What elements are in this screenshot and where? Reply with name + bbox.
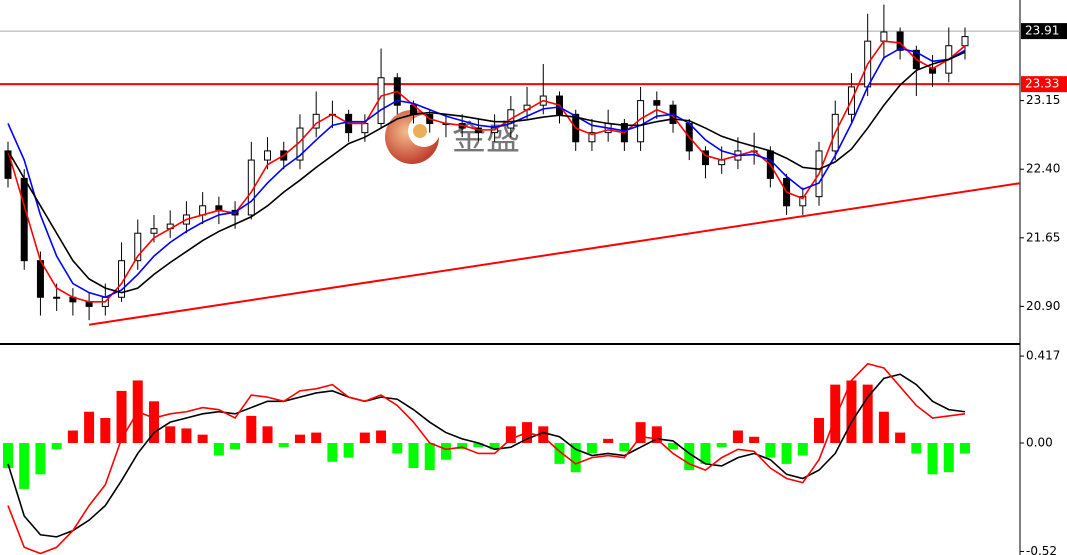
candle-body bbox=[53, 296, 61, 299]
histogram-bar bbox=[878, 411, 889, 444]
candle-body bbox=[361, 122, 369, 134]
histogram-bar bbox=[927, 443, 938, 475]
histogram-bar bbox=[700, 443, 711, 464]
candle-body bbox=[20, 177, 28, 262]
histogram-bar bbox=[505, 426, 516, 444]
histogram-bar bbox=[635, 422, 646, 444]
histogram-bar bbox=[765, 443, 776, 458]
histogram-bar bbox=[440, 443, 451, 460]
level-label: 23.33 bbox=[1025, 77, 1059, 91]
histogram-bar bbox=[489, 443, 500, 450]
histogram-bar bbox=[943, 443, 954, 473]
histogram-bar bbox=[651, 426, 662, 444]
histogram-bar bbox=[67, 430, 78, 444]
candle-body bbox=[896, 31, 904, 51]
y-tick-label: -0.52 bbox=[1026, 544, 1057, 555]
moving-average bbox=[7, 47, 966, 299]
histogram-bar bbox=[213, 443, 224, 456]
candle-body bbox=[264, 150, 272, 161]
histogram-bar bbox=[35, 443, 46, 475]
candle-body bbox=[134, 232, 142, 262]
histogram-bar bbox=[862, 384, 873, 444]
candle-body bbox=[36, 260, 44, 298]
histogram-bar bbox=[895, 432, 906, 444]
histogram-bar bbox=[814, 417, 825, 444]
level-tag bbox=[1021, 76, 1067, 93]
moving-average bbox=[7, 51, 966, 294]
histogram-bar bbox=[3, 443, 13, 469]
histogram-bar bbox=[538, 426, 549, 444]
histogram-bar bbox=[846, 380, 857, 444]
macd-line bbox=[7, 362, 966, 555]
histogram-bar bbox=[797, 443, 808, 456]
histogram-bar bbox=[911, 443, 922, 454]
level-tag bbox=[1021, 23, 1067, 40]
histogram-bar bbox=[294, 434, 305, 444]
candle-body bbox=[653, 100, 661, 106]
histogram-bar bbox=[376, 430, 387, 444]
histogram-bar bbox=[181, 428, 192, 444]
y-tick-label: 0.417 bbox=[1026, 349, 1060, 363]
histogram-bar bbox=[424, 443, 435, 471]
histogram-bar bbox=[165, 426, 176, 444]
y-tick-label: 20.90 bbox=[1026, 299, 1060, 313]
histogram-bar bbox=[343, 443, 354, 458]
y-tick-label: 22.40 bbox=[1026, 162, 1060, 176]
histogram-bar bbox=[749, 436, 760, 444]
y-tick-label: 23.15 bbox=[1026, 93, 1060, 107]
level-label: 23.91 bbox=[1025, 24, 1059, 38]
histogram-bar bbox=[457, 443, 468, 450]
histogram-bar bbox=[359, 432, 370, 444]
histogram-bar bbox=[781, 443, 792, 464]
histogram-bar bbox=[116, 390, 127, 444]
candle-body bbox=[701, 150, 709, 166]
histogram-bar bbox=[392, 443, 403, 454]
candle-body bbox=[588, 132, 596, 143]
candle-body bbox=[961, 36, 969, 47]
histogram-bar bbox=[197, 434, 208, 444]
histogram-bar bbox=[586, 443, 597, 454]
histogram-bar bbox=[732, 430, 743, 444]
histogram-bar bbox=[311, 432, 322, 444]
histogram-bar bbox=[473, 443, 484, 448]
candle-body bbox=[799, 196, 807, 207]
macd-line bbox=[7, 373, 966, 538]
histogram-bar bbox=[684, 443, 695, 471]
histogram-bar bbox=[51, 443, 62, 450]
histogram-bar bbox=[230, 443, 241, 450]
histogram-bar bbox=[603, 438, 614, 444]
histogram-bar bbox=[716, 443, 727, 448]
histogram-bar bbox=[960, 443, 970, 454]
moving-average bbox=[7, 40, 966, 303]
y-tick-label: 21.65 bbox=[1026, 230, 1060, 244]
candle-body bbox=[880, 31, 888, 42]
histogram-bar bbox=[619, 443, 630, 452]
histogram-bar bbox=[408, 443, 419, 469]
histogram-bar bbox=[84, 411, 95, 444]
candle-body bbox=[150, 228, 158, 234]
histogram-bar bbox=[830, 384, 841, 444]
histogram-bar bbox=[246, 415, 257, 444]
histogram-bar bbox=[100, 417, 111, 444]
histogram-bar bbox=[570, 443, 581, 473]
trendline bbox=[88, 182, 1020, 326]
histogram-bar bbox=[668, 443, 679, 450]
y-tick-label: 0.00 bbox=[1026, 436, 1053, 450]
histogram-bar bbox=[554, 443, 565, 464]
histogram-bar bbox=[278, 443, 289, 448]
histogram-bar bbox=[327, 443, 338, 462]
histogram-bar bbox=[148, 401, 159, 444]
histogram-bar bbox=[262, 426, 273, 444]
histogram-bar bbox=[19, 443, 30, 489]
